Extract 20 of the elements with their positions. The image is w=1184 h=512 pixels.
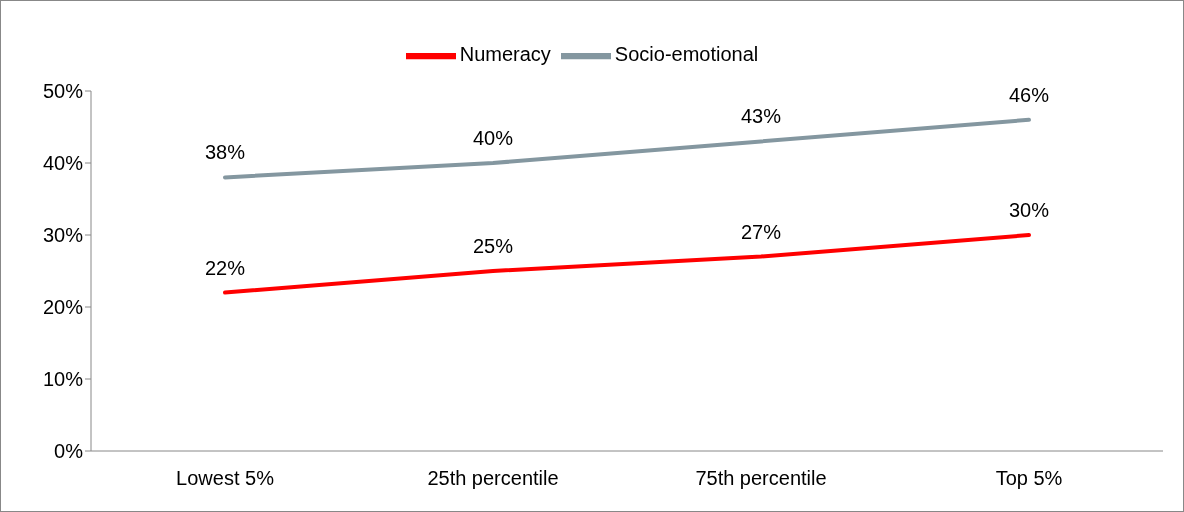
y-tick-label: 20%	[42, 296, 84, 319]
data-label: 40%	[472, 127, 514, 149]
data-label: 27%	[740, 220, 782, 243]
data-label: 30%	[1008, 199, 1050, 221]
x-tick-label: 25th percentile	[427, 467, 559, 490]
x-tick-label: 75th percentile	[695, 467, 827, 490]
y-tick-label: 40%	[42, 152, 84, 175]
data-label: 25%	[472, 235, 514, 257]
legend-label: Numeracy	[459, 43, 551, 66]
data-label: 22%	[204, 256, 246, 279]
y-tick-label: 50%	[42, 80, 84, 103]
y-tick-label: 0%	[54, 440, 84, 463]
x-tick-label: Top 5%	[995, 467, 1063, 490]
legend-label: Socio-emotional	[614, 43, 759, 66]
y-tick-label: 30%	[42, 224, 84, 247]
x-tick-label: Lowest 5%	[176, 467, 275, 490]
data-label: 38%	[204, 141, 246, 164]
y-tick-label: 10%	[42, 368, 84, 391]
data-label: 43%	[740, 105, 782, 128]
data-label: 46%	[1008, 83, 1050, 106]
